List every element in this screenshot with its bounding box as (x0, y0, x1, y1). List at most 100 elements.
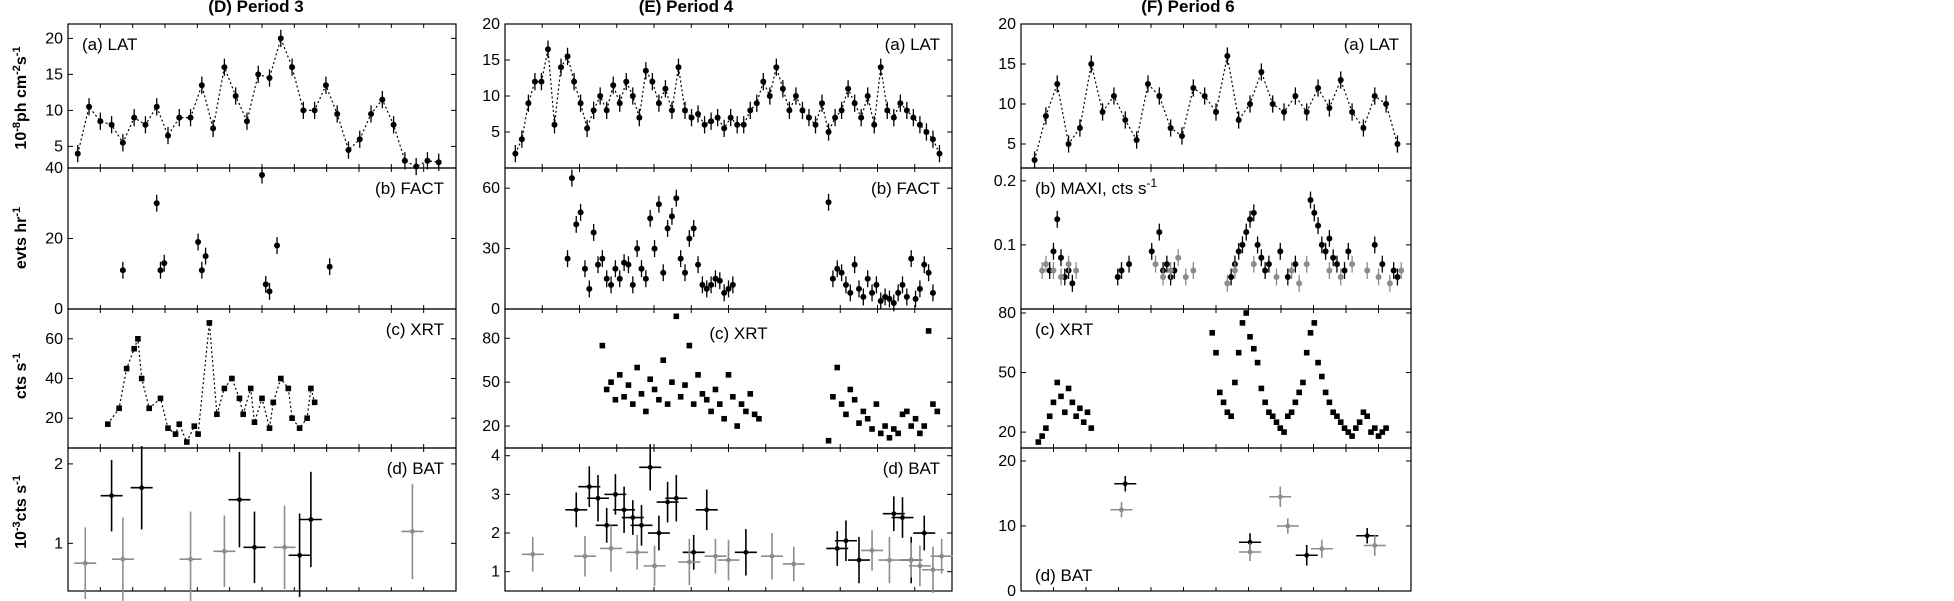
data-point (1065, 141, 1072, 147)
data-point (677, 255, 684, 262)
data-point (912, 295, 919, 302)
data-point (198, 267, 205, 274)
data-point (1364, 413, 1370, 420)
data-point (289, 415, 295, 422)
data-point (856, 285, 862, 292)
data-point (897, 100, 904, 107)
data-point (864, 275, 871, 282)
data-point (929, 289, 936, 296)
data-point (738, 401, 745, 407)
data-point (1118, 267, 1125, 274)
data-point (873, 401, 880, 407)
data-point (856, 557, 862, 563)
data-point (652, 563, 657, 569)
y-tick-label: 20 (482, 418, 500, 435)
data-point (1160, 273, 1167, 280)
y-tick-label: 20 (45, 410, 63, 427)
data-point (237, 497, 242, 503)
data-point (595, 261, 601, 268)
data-point (638, 265, 645, 272)
data-point (157, 395, 164, 402)
data-point (856, 420, 862, 426)
series-bat-black- (100, 446, 322, 597)
data-point (925, 269, 932, 276)
data-point (221, 385, 228, 392)
data-point (1277, 425, 1284, 431)
data-point (603, 107, 610, 114)
data-point (108, 121, 115, 128)
data-point (616, 372, 623, 378)
data-point (1368, 429, 1374, 435)
series-maxi-gray- (1039, 249, 1405, 292)
data-point (725, 285, 732, 292)
y-tick-label: 3 (491, 486, 500, 503)
data-point (686, 559, 692, 565)
data-point (172, 431, 179, 437)
data-point (851, 100, 858, 107)
data-point (1050, 248, 1057, 255)
data-point (934, 408, 941, 415)
data-point (1080, 419, 1087, 425)
data-point (877, 430, 884, 437)
data-point (690, 401, 697, 407)
data-point (564, 53, 571, 60)
data-point (198, 82, 205, 89)
data-point (838, 269, 845, 276)
data-point (786, 107, 793, 114)
data-point (1337, 419, 1344, 425)
data-point (551, 121, 558, 128)
data-point (135, 335, 141, 342)
data-point (603, 275, 610, 282)
data-point (285, 385, 292, 392)
data-point (900, 515, 905, 520)
data-point (176, 421, 183, 427)
data-point (1209, 330, 1216, 336)
data-point (904, 408, 910, 415)
data-point (662, 85, 669, 92)
data-point (1220, 399, 1227, 406)
data-point (647, 215, 654, 222)
data-point (665, 499, 670, 505)
data-point (304, 415, 310, 422)
data-point (308, 385, 314, 392)
data-point (1247, 101, 1254, 107)
data-point (882, 423, 888, 429)
series-line (77, 36, 439, 168)
series-bat-black- (565, 444, 936, 584)
data-point (584, 125, 591, 132)
data-point (845, 85, 852, 92)
data-point (1076, 125, 1083, 131)
data-point (766, 93, 773, 99)
data-point (668, 107, 675, 114)
data-point (1311, 320, 1318, 326)
data-point (669, 379, 675, 385)
data-point (647, 376, 653, 383)
data-point (1322, 389, 1329, 396)
data-point (1110, 93, 1117, 99)
data-point (300, 107, 307, 114)
data-point (921, 423, 928, 429)
series-maxi-black- (1046, 191, 1401, 292)
data-point (725, 372, 732, 378)
y-tick-label: 0 (54, 301, 63, 318)
data-point (599, 255, 606, 262)
data-point (621, 393, 627, 400)
data-point (939, 553, 945, 559)
data-point (1386, 280, 1393, 287)
data-point (608, 546, 614, 551)
data-point (1167, 125, 1174, 131)
data-point (1216, 389, 1223, 396)
data-point (153, 200, 160, 207)
data-point (1281, 109, 1288, 115)
y-tick-label: 50 (998, 365, 1016, 382)
y-axis-label-bat: 10-3cts s-1 (11, 475, 30, 549)
data-point (1356, 419, 1363, 425)
data-point (917, 430, 923, 437)
data-point (779, 85, 786, 92)
data-point (713, 553, 718, 559)
data-point (812, 121, 819, 128)
data-point (525, 100, 532, 107)
y-tick-label: 1 (54, 535, 63, 552)
data-point (595, 495, 601, 501)
data-point (1353, 425, 1359, 431)
